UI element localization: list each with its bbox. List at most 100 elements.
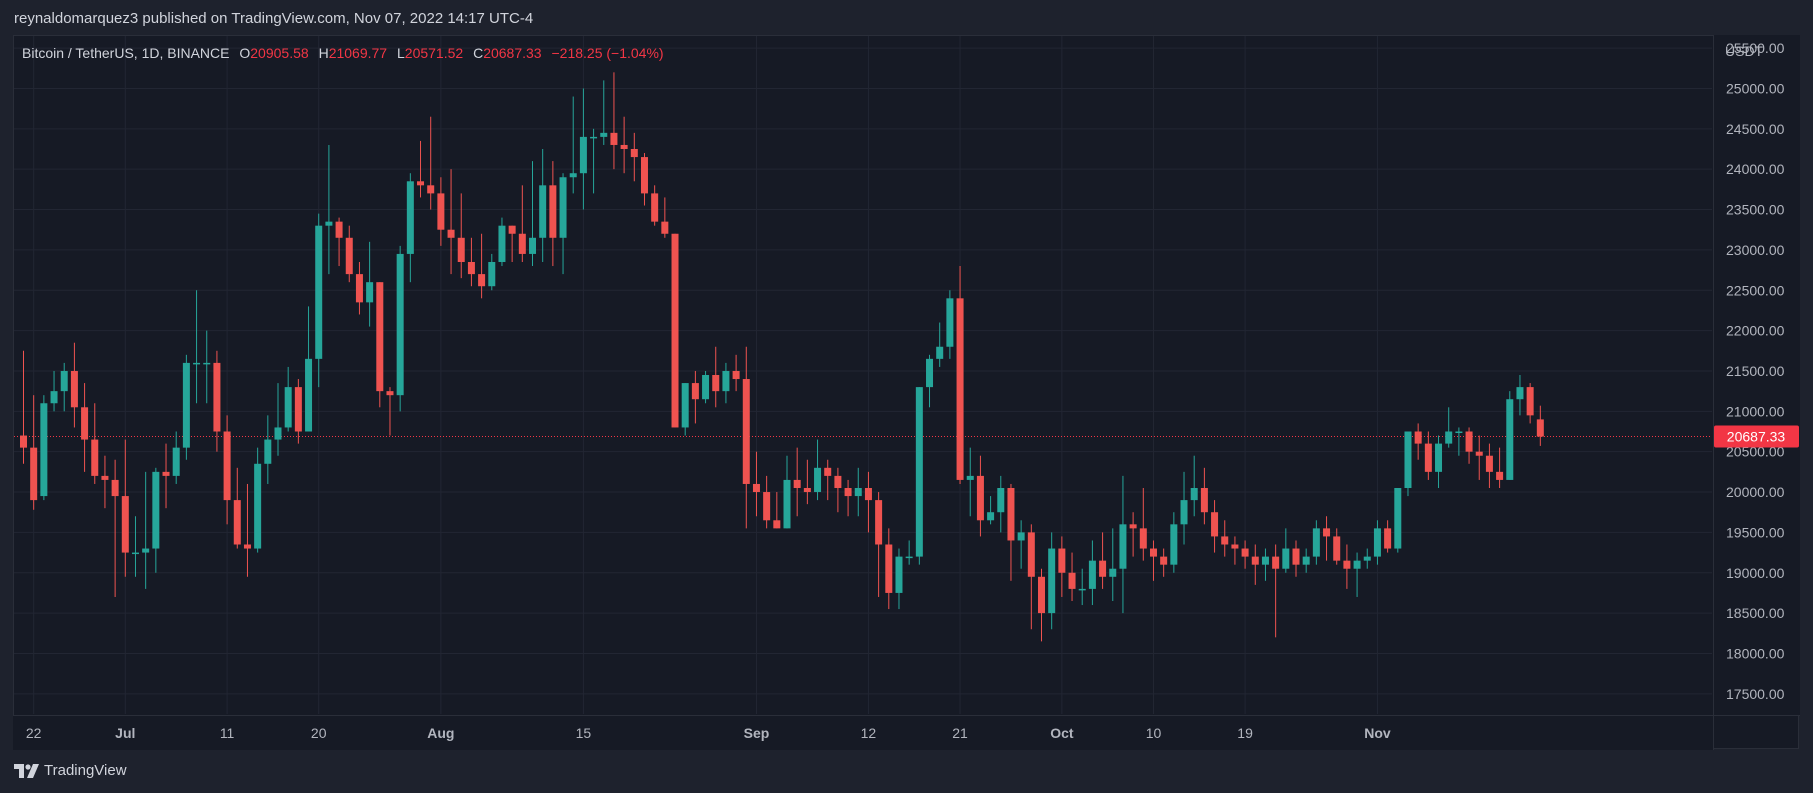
candle — [539, 149, 547, 262]
candle — [396, 245, 404, 412]
candle-body — [1119, 524, 1127, 569]
candle — [1373, 520, 1381, 565]
candle-body — [895, 556, 903, 593]
candle — [722, 362, 730, 404]
x-tick-label: 10 — [1146, 725, 1162, 741]
candle-body — [966, 475, 974, 480]
candle — [203, 330, 211, 404]
candle — [233, 467, 241, 549]
candle-body — [661, 221, 669, 234]
candle — [1343, 544, 1351, 589]
candle-body — [1424, 443, 1432, 472]
candle-body — [987, 512, 995, 521]
candle-body — [864, 488, 872, 501]
candle-body — [518, 233, 526, 254]
candle — [691, 370, 699, 424]
candle-body — [803, 488, 811, 493]
candle-body — [620, 144, 628, 149]
candle — [111, 459, 119, 597]
symbol-title[interactable]: Bitcoin / TetherUS, 1D, BINANCE — [22, 45, 230, 61]
y-tick-label: 23500.00 — [1726, 202, 1785, 218]
candle-body — [406, 181, 414, 254]
candle-body — [793, 479, 801, 488]
candle-body — [854, 488, 862, 497]
candle — [814, 439, 822, 501]
candle — [1088, 540, 1096, 606]
candle — [264, 415, 272, 484]
close-value: 20687.33 — [483, 45, 542, 61]
candle-body — [926, 358, 934, 388]
candle-body — [681, 383, 689, 428]
candle-body — [274, 427, 282, 440]
candle — [793, 447, 801, 517]
candle-body — [376, 282, 384, 392]
y-tick-label: 24500.00 — [1726, 121, 1785, 137]
candle — [1017, 520, 1025, 569]
candle-body — [539, 185, 547, 238]
candle-body — [467, 262, 475, 275]
candle-body — [1292, 548, 1300, 565]
candle-body — [264, 439, 272, 464]
candle — [1272, 544, 1280, 638]
tradingview-brand[interactable]: TradingView — [14, 762, 127, 779]
x-tick-label: 21 — [952, 725, 968, 741]
candle-body — [131, 552, 139, 555]
candle — [1139, 488, 1147, 561]
y-tick-label: 20500.00 — [1726, 444, 1785, 460]
candle-body — [417, 181, 425, 186]
candle — [1445, 407, 1453, 448]
candle — [193, 290, 201, 404]
y-tick-label: 19500.00 — [1726, 524, 1785, 540]
candle — [1160, 548, 1168, 577]
candle-body — [1465, 431, 1473, 452]
candle-body — [1445, 431, 1453, 444]
candle-body — [447, 229, 455, 238]
candle — [1485, 443, 1493, 488]
candle-body — [81, 407, 89, 440]
candle — [1323, 516, 1331, 561]
candle-body — [1536, 419, 1544, 437]
candle — [600, 80, 608, 145]
x-tick-label: 12 — [861, 725, 877, 741]
candle-body — [1435, 443, 1443, 472]
candle — [895, 548, 903, 610]
candle — [854, 467, 862, 517]
candle-body — [814, 467, 822, 493]
candle — [508, 225, 516, 262]
candle-body — [742, 379, 750, 484]
candle — [1027, 524, 1035, 630]
candle — [1506, 391, 1514, 480]
candle — [630, 132, 638, 182]
candle — [1119, 475, 1127, 614]
candle-body — [457, 237, 465, 262]
price-axis-panel[interactable] — [1713, 35, 1800, 715]
candle — [1475, 435, 1483, 480]
candle — [915, 387, 923, 565]
candle-body — [1516, 387, 1524, 400]
candle-body — [1394, 488, 1402, 549]
candle — [1282, 528, 1290, 573]
candle-body — [508, 225, 516, 234]
candle — [142, 471, 150, 589]
time-axis-panel[interactable] — [13, 715, 1713, 750]
candle — [1424, 431, 1432, 480]
ohlc-legend[interactable]: Bitcoin / TetherUS, 1D, BINANCE O20905.5… — [22, 45, 664, 61]
candle-body — [1088, 560, 1096, 589]
candle-body — [213, 362, 221, 432]
y-tick-label: 24000.00 — [1726, 161, 1785, 177]
y-tick-label: 18500.00 — [1726, 605, 1785, 621]
currency-label: USDT — [1725, 43, 1764, 59]
candle-body — [1007, 488, 1015, 541]
candle-body — [223, 431, 231, 501]
candle — [60, 362, 68, 412]
candle-body — [366, 282, 374, 303]
time-axis: 22 Jul 11 20 Aug 15 Sep 12 21 Oct 10 19 Nov — [26, 725, 1391, 741]
x-tick-label: 22 — [26, 725, 42, 741]
candle-body — [50, 391, 58, 404]
candle-body — [702, 375, 710, 400]
candle — [803, 459, 811, 505]
candle — [1394, 488, 1402, 553]
candle-body — [233, 500, 241, 545]
candle — [1058, 536, 1066, 597]
